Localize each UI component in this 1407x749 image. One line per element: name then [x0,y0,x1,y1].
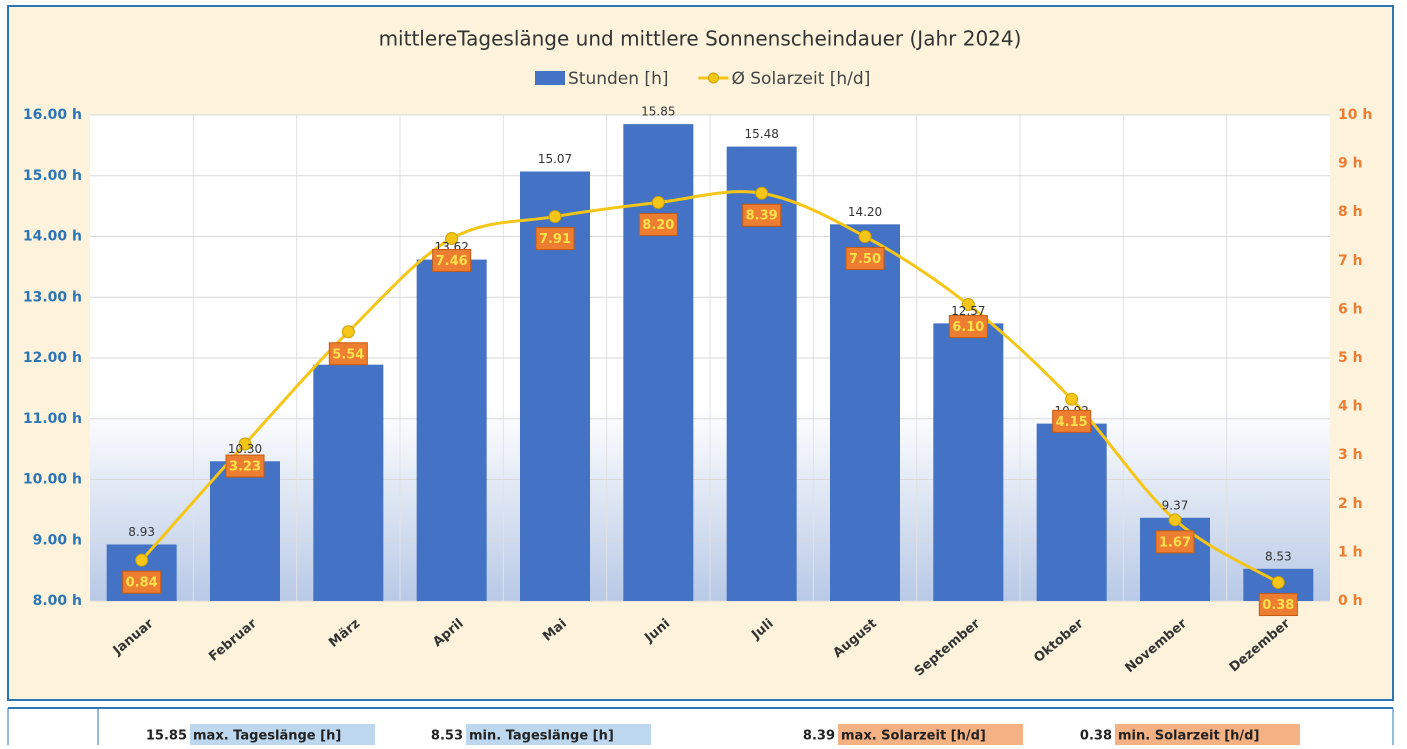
bar [933,323,1004,601]
value-label-box [328,342,368,366]
summary-value: 8.53 [431,729,463,744]
y2-tick-label: 8 h [1338,204,1363,220]
line-marker [238,437,252,451]
bar [1140,517,1210,601]
line-value-label: 1.67 [1159,535,1191,550]
line-marker [651,195,665,209]
value-label-box [225,454,265,478]
bar [1036,423,1107,601]
y-tick-label: 14.00 h [23,229,82,245]
y-tick-label: 9.00 h [33,532,82,548]
summary-label-cell [190,724,375,745]
y2-tick-label: 1 h [1338,544,1363,560]
line-value-label: 8.39 [746,209,778,224]
bar-value-label: 15.07 [538,152,572,166]
y2-tick-label: 10 h [1338,107,1372,123]
summary-value: 0.38 [1080,729,1112,744]
y2-tick-label: 3 h [1338,447,1363,463]
legend: Stunden [h] Ø Solarzeit [h/d] [535,69,870,89]
y2-tick-label: 6 h [1338,301,1363,317]
line-value-label: 0.84 [126,576,158,591]
summary-label: max. Tageslänge [h] [193,729,341,744]
summary-label-cell [838,724,1023,745]
value-label-box [432,248,472,272]
line-value-label: 7.50 [849,252,881,267]
bar [210,461,280,601]
y2-tick-label: 5 h [1338,350,1363,366]
line-value-label: 7.91 [539,232,571,247]
value-label-box [535,227,575,251]
value-label-box [948,315,988,339]
summary-label-cell [1115,724,1300,745]
line-marker [755,186,769,200]
line-marker [445,231,459,245]
y-tick-label: 16.00 h [23,107,82,123]
value-label-box [1258,593,1298,617]
bar-value-label: 15.85 [641,105,675,119]
value-label-box [845,247,885,270]
y-tick-label: 13.00 h [23,289,82,305]
line-marker [858,230,872,243]
y-tick-label: 10.00 h [23,472,82,488]
bar-value-label: 15.48 [744,127,778,141]
value-label-box [1155,530,1195,554]
line-marker [961,298,975,312]
y2-tick-label: 2 h [1338,496,1363,512]
y-tick-label: 11.00 h [23,411,82,427]
legend-label: Ø Solarzeit [h/d] [731,69,870,89]
y2-tick-label: 4 h [1338,399,1363,415]
line-value-label: 7.46 [436,254,468,269]
bar-value-label: 10.30 [228,442,262,456]
summary-value: 15.85 [146,729,187,744]
line-value-label: 5.54 [332,347,364,362]
bar-value-label: 8.53 [1265,549,1292,563]
summary-label: min. Solarzeit [h/d] [1118,729,1259,744]
line-marker [341,325,355,339]
y-tick-label: 8.00 h [33,593,82,609]
bar-value-label: 9.37 [1162,498,1189,512]
value-label-box [1052,409,1092,433]
bar [830,224,900,601]
y-tick-label: 12.00 h [23,350,82,366]
line-marker [135,553,149,567]
bar-value-label: 12.57 [951,304,985,318]
line-marker [548,210,562,224]
legend-marker [707,72,719,84]
line-value-label: 8.20 [642,218,674,233]
bar [623,124,694,602]
line-marker [1065,392,1079,406]
line-value-label: 6.10 [952,320,984,335]
y2-tick-label: 7 h [1338,253,1363,269]
summary-label-cell [466,724,651,745]
line [140,190,1280,584]
summary-table: 15.85 max. Tageslänge [h] 8.53 min. Tageslä… [7,707,1394,745]
legend-label: Stunden [h] [568,69,668,89]
bar-value-label: 14.20 [848,205,882,219]
bar-value-label: 8.93 [128,525,155,539]
line-value-label: 3.23 [229,460,261,475]
legend-swatch [535,71,565,85]
summary-value: 8.39 [803,729,835,744]
y2-tick-label: 9 h [1338,156,1363,172]
value-label-box [122,570,162,594]
summary-label: min. Tageslänge [h] [469,729,614,744]
value-label-box [638,212,678,236]
line-value-label: 4.15 [1056,415,1088,430]
line-marker [1271,576,1285,590]
y-tick-label: 15.00 h [23,168,82,184]
value-label-box [742,203,782,227]
bar [416,259,487,601]
summary-label: max. Solarzeit [h/d] [841,729,986,744]
line-value-label: 0.38 [1262,598,1294,613]
chart-title: mittlereTageslänge und mittlere Sonnensc… [379,27,1022,51]
bar [313,364,384,601]
y2-tick-label: 0 h [1338,593,1363,609]
line-marker [1168,513,1182,527]
